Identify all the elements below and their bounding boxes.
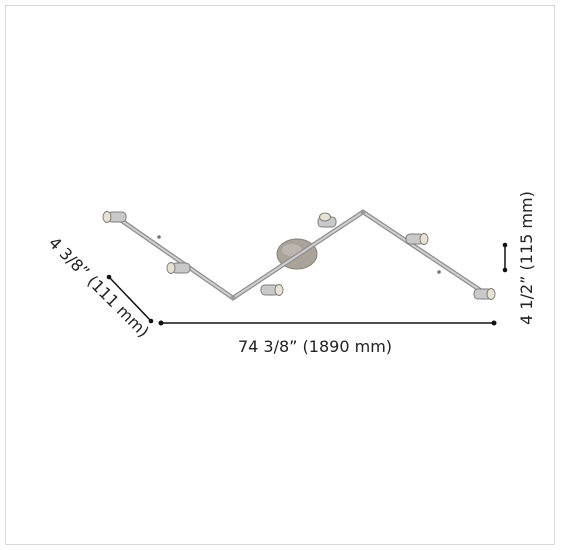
- depth-dimension-label: 4 3/8” (111 mm): [45, 233, 153, 341]
- width-dimension: 74 3/8” (1890 mm): [158, 320, 497, 356]
- track-rail: [110, 209, 494, 301]
- spotlight: [166, 262, 191, 274]
- spotlight: [473, 288, 496, 300]
- spotlight: [260, 284, 284, 296]
- height-dimension-label: 4 1/2” (115 mm): [517, 191, 536, 325]
- depth-dimension: 4 3/8” (111 mm): [45, 233, 154, 341]
- spotlight: [102, 211, 127, 223]
- spotlight: [317, 212, 337, 228]
- width-dimension-label: 74 3/8” (1890 mm): [238, 337, 392, 356]
- spotlight: [405, 233, 429, 245]
- track-fixture: [102, 209, 496, 301]
- height-dimension: 4 1/2” (115 mm): [502, 191, 536, 325]
- image-frame: [5, 5, 555, 545]
